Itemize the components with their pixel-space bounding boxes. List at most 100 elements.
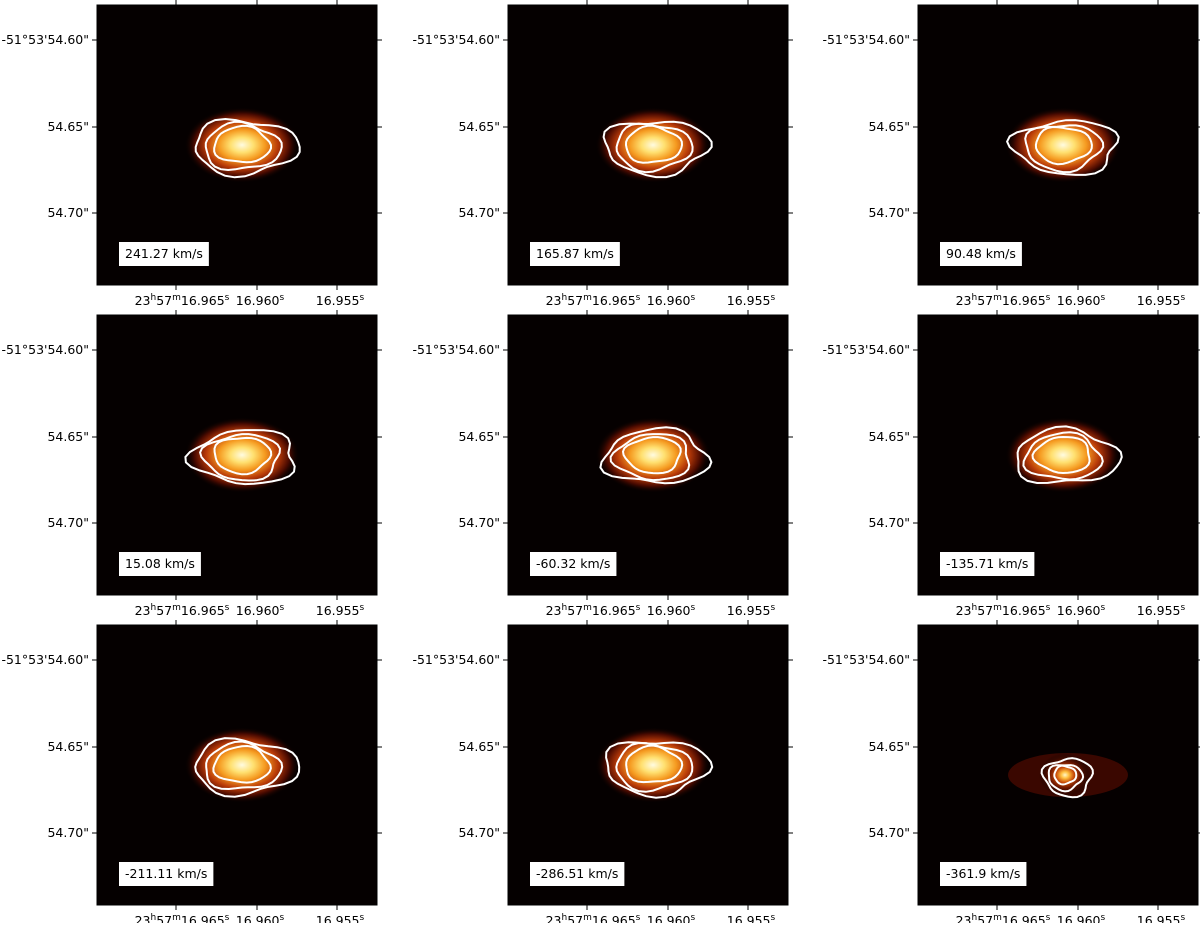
label-text: 90.48 km/s	[946, 246, 1016, 261]
emission	[1005, 107, 1121, 183]
x-tick-label: 16.955s	[1137, 293, 1186, 308]
contour	[625, 744, 684, 784]
label-text: -361.9 km/s	[946, 866, 1020, 881]
panel: -51°53'54.60"54.65"54.70"23h57m16.965s 16…	[822, 0, 1200, 308]
x-tick-label-part: s	[691, 913, 696, 923]
x-tick-label-part: 16.965	[592, 603, 636, 618]
contour	[194, 117, 301, 179]
label-text: -286.51 km/s	[536, 866, 618, 881]
x-tick-label-part: s	[636, 293, 641, 303]
x-tick-label-part: 16.960	[236, 293, 280, 308]
panel: -51°53'54.60"54.65"54.70"23h57m16.965s 16…	[1, 620, 382, 927]
frame	[507, 314, 789, 596]
x-tick-label-part: 16.965	[181, 913, 225, 923]
x-tick-label-part: 16.960	[647, 913, 691, 923]
x-tick-label-part: 57	[156, 913, 172, 923]
x-tick-label-part: s	[1046, 603, 1051, 613]
x-tick-label-part: s	[1101, 913, 1106, 923]
x-tick-label: 23h57m16.965s	[956, 603, 1051, 618]
contour	[1024, 124, 1105, 174]
x-tick-label-part: 16.965	[181, 603, 225, 618]
x-tick-label: 16.955s	[316, 293, 365, 308]
frame	[96, 4, 378, 286]
velocity-label: -211.11 km/s	[119, 862, 214, 886]
y-tick-label: -51°53'54.60"	[412, 652, 500, 667]
x-tick-label: 16.955s	[316, 913, 365, 923]
x-tick-label: 16.955s	[727, 293, 776, 308]
x-tick-label-part: s	[1181, 603, 1186, 613]
x-tick-label: 16.960s	[236, 913, 285, 923]
x-tick-label-part: h	[562, 913, 568, 923]
velocity-label: 15.08 km/s	[119, 552, 201, 576]
x-tick-label: 16.960s	[236, 293, 285, 308]
contour	[212, 744, 272, 784]
x-tick-label-part: 23	[956, 913, 972, 923]
x-tick-label-part: 57	[567, 603, 583, 618]
x-tick-label-part: 57	[156, 293, 172, 308]
frame	[917, 624, 1199, 906]
velocity-label: -361.9 km/s	[940, 862, 1027, 886]
x-tick-label-part: s	[225, 913, 230, 923]
x-tick-label-part: 57	[977, 603, 993, 618]
x-tick-label-part: 16.955	[727, 293, 771, 308]
label-box	[530, 862, 625, 886]
label-box	[940, 552, 1035, 576]
x-tick-label-part: h	[151, 913, 157, 923]
label-text: -60.32 km/s	[536, 556, 610, 571]
x-tick-label: 23h57m16.965s	[956, 293, 1051, 308]
x-tick-label-part: 16.965	[592, 293, 636, 308]
x-tick-label-part: 16.955	[1137, 603, 1181, 618]
contour	[609, 433, 691, 482]
frame	[96, 314, 378, 596]
y-tick-label: 54.65"	[868, 119, 910, 134]
x-tick-label-part: s	[1046, 913, 1051, 923]
contour	[184, 429, 296, 486]
x-tick-label-part: s	[1181, 913, 1186, 923]
x-tick-label: 16.960s	[236, 603, 285, 618]
x-tick-label-part: m	[993, 293, 1002, 303]
x-tick-label-part: 16.955	[727, 913, 771, 923]
x-tick-label-part: s	[636, 603, 641, 613]
frame	[507, 624, 789, 906]
x-tick-label-part: s	[280, 293, 285, 303]
label-box	[530, 552, 617, 576]
x-tick-label-part: m	[583, 293, 592, 303]
label-box	[119, 862, 214, 886]
x-tick-label-part: 16.965	[181, 293, 225, 308]
x-tick-label: 16.955s	[316, 603, 365, 618]
label-box	[530, 242, 620, 266]
contour	[1022, 431, 1104, 481]
frame	[507, 4, 789, 286]
x-tick-label-part: m	[583, 913, 592, 923]
y-tick-label: -51°53'54.60"	[822, 342, 910, 357]
x-tick-label-part: 57	[977, 293, 993, 308]
contour	[615, 122, 694, 174]
y-tick-label: 54.70"	[458, 205, 500, 220]
x-tick-label: 23h57m16.965s	[956, 913, 1051, 923]
x-tick-label-part: 57	[567, 913, 583, 923]
x-tick-label-part: 16.965	[1002, 293, 1046, 308]
x-tick-label-part: s	[225, 293, 230, 303]
x-tick-label-part: 23	[956, 293, 972, 308]
panel: -51°53'54.60"54.65"54.70"23h57m16.965s 16…	[1, 0, 382, 308]
x-tick-label-part: s	[771, 603, 776, 613]
y-tick-label: 54.65"	[458, 739, 500, 754]
x-tick-label-part: 23	[135, 913, 151, 923]
x-tick-label-part: 57	[567, 293, 583, 308]
label-text: -135.71 km/s	[946, 556, 1028, 571]
velocity-label: 241.27 km/s	[119, 242, 209, 266]
x-tick-label-part: 16.955	[727, 603, 771, 618]
x-tick-label-part: 23	[546, 603, 562, 618]
contour	[621, 436, 682, 475]
x-tick-label-part: 16.965	[1002, 603, 1046, 618]
x-tick-label-part: 16.960	[647, 293, 691, 308]
panel: -51°53'54.60"54.65"54.70"23h57m16.965s 16…	[412, 0, 793, 308]
contour	[205, 740, 284, 791]
y-tick-label: 54.70"	[458, 515, 500, 530]
y-tick-label: 54.70"	[868, 205, 910, 220]
x-tick-label-part: 23	[135, 603, 151, 618]
y-tick-label: 54.65"	[458, 429, 500, 444]
x-tick-label-part: 23	[546, 293, 562, 308]
frame	[917, 4, 1199, 286]
x-tick-label-part: m	[172, 603, 181, 613]
